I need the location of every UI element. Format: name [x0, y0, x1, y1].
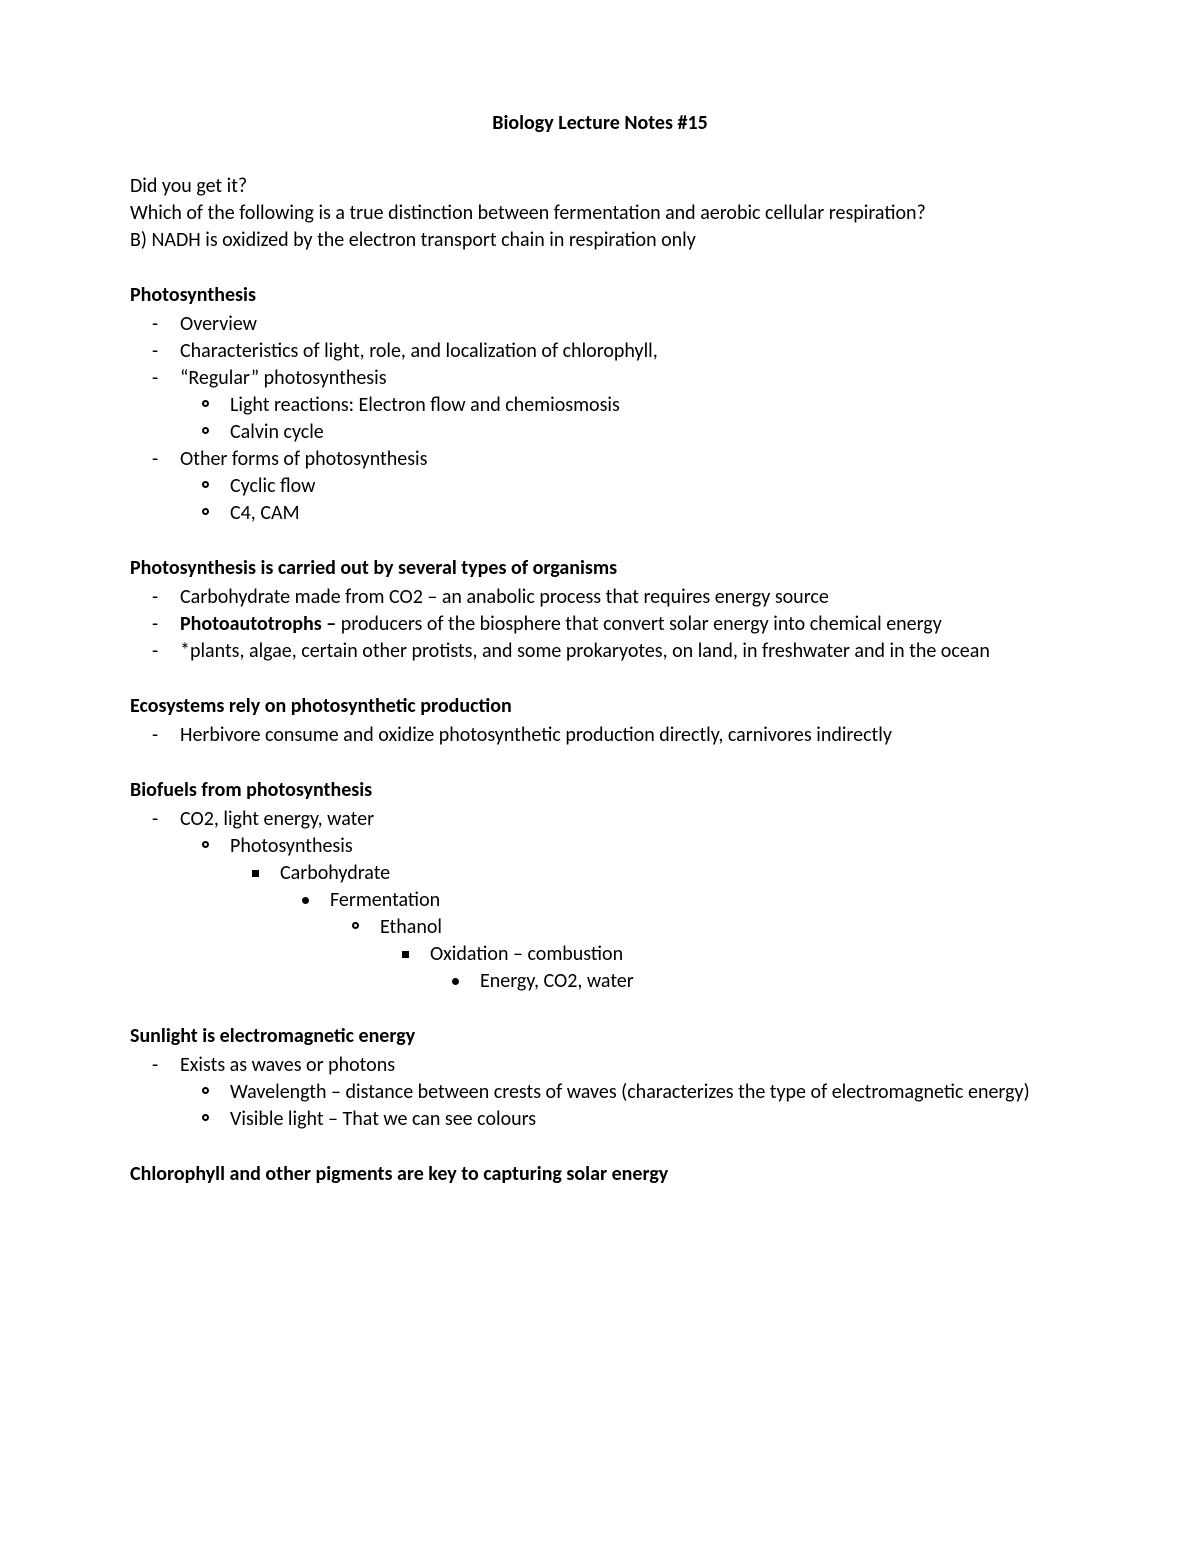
- sublist: Light reactions: Electron flow and chemi…: [180, 392, 1070, 446]
- heading-chlorophyll: Chlorophyll and other pigments are key t…: [130, 1161, 1070, 1188]
- list-sunlight: Exists as waves or photons Wavelength – …: [130, 1052, 1070, 1133]
- list-item-text: Ethanol: [380, 915, 442, 939]
- section-sunlight: Sunlight is electromagnetic energy Exist…: [130, 1023, 1070, 1133]
- list-item-text: CO2, light energy, water: [180, 807, 374, 831]
- list-item: CO2, light energy, water Photosynthesis …: [130, 806, 1070, 995]
- list-photosynthesis: Overview Characteristics of light, role,…: [130, 311, 1070, 527]
- list-item: Ethanol Oxidation – combustion Energy, C…: [330, 914, 1070, 995]
- intro-line-1: Did you get it?: [130, 173, 1070, 200]
- list-item: Overview: [130, 311, 1070, 338]
- list-item: Carbohydrate Fermentation Ethanol: [230, 860, 1070, 995]
- intro-line-2: Which of the following is a true distinc…: [130, 200, 1070, 227]
- list-item-text: Exists as waves or photons: [180, 1053, 395, 1077]
- list-item: Oxidation – combustion Energy, CO2, wate…: [380, 941, 1070, 995]
- section-ecosystems: Ecosystems rely on photosynthetic produc…: [130, 693, 1070, 749]
- sublist: Ethanol Oxidation – combustion Energy, C…: [330, 914, 1070, 995]
- list-item: Light reactions: Electron flow and chemi…: [180, 392, 1070, 419]
- list-item: Photosynthesis Carbohydrate Fermentation: [180, 833, 1070, 995]
- list-item: Calvin cycle: [180, 419, 1070, 446]
- list-item: Other forms of photosynthesis Cyclic flo…: [130, 446, 1070, 527]
- heading-ecosystems: Ecosystems rely on photosynthetic produc…: [130, 693, 1070, 720]
- list-item: Energy, CO2, water: [430, 968, 1070, 995]
- list-item: Visible light – That we can see colours: [180, 1106, 1070, 1133]
- document-page: Biology Lecture Notes #15 Did you get it…: [0, 0, 1200, 1553]
- intro-paragraph: Did you get it? Which of the following i…: [130, 173, 1070, 254]
- list-item-text: Fermentation: [330, 888, 440, 912]
- list-item: *plants, algae, certain other protists, …: [130, 638, 1070, 665]
- section-photosynthesis: Photosynthesis Overview Characteristics …: [130, 282, 1070, 527]
- list-item-text: producers of the biosphere that convert …: [341, 612, 942, 636]
- list-item-text: Other forms of photosynthesis: [180, 447, 427, 471]
- sublist: Fermentation Ethanol Oxidation – combust…: [280, 887, 1070, 995]
- list-item: “Regular” photosynthesis Light reactions…: [130, 365, 1070, 446]
- sublist: Cyclic flow C4, CAM: [180, 473, 1070, 527]
- heading-organisms: Photosynthesis is carried out by several…: [130, 555, 1070, 582]
- heading-sunlight: Sunlight is electromagnetic energy: [130, 1023, 1070, 1050]
- list-item: Carbohydrate made from CO2 – an anabolic…: [130, 584, 1070, 611]
- sublist: Oxidation – combustion Energy, CO2, wate…: [380, 941, 1070, 995]
- list-item-text: Photosynthesis: [230, 834, 353, 858]
- list-item: Herbivore consume and oxidize photosynth…: [130, 722, 1070, 749]
- intro-line-3: B) NADH is oxidized by the electron tran…: [130, 227, 1070, 254]
- sublist: Photosynthesis Carbohydrate Fermentation: [180, 833, 1070, 995]
- list-item: Wavelength – distance between crests of …: [180, 1079, 1070, 1106]
- list-item: Fermentation Ethanol Oxidation – combust…: [280, 887, 1070, 995]
- list-item-text: “Regular” photosynthesis: [180, 366, 387, 390]
- list-item: Exists as waves or photons Wavelength – …: [130, 1052, 1070, 1133]
- list-organisms: Carbohydrate made from CO2 – an anabolic…: [130, 584, 1070, 665]
- heading-biofuels: Biofuels from photosynthesis: [130, 777, 1070, 804]
- list-ecosystems: Herbivore consume and oxidize photosynth…: [130, 722, 1070, 749]
- section-chlorophyll: Chlorophyll and other pigments are key t…: [130, 1161, 1070, 1188]
- heading-photosynthesis: Photosynthesis: [130, 282, 1070, 309]
- list-item-text: Carbohydrate: [280, 861, 390, 885]
- page-title: Biology Lecture Notes #15: [130, 110, 1070, 137]
- list-biofuels: CO2, light energy, water Photosynthesis …: [130, 806, 1070, 995]
- section-biofuels: Biofuels from photosynthesis CO2, light …: [130, 777, 1070, 995]
- list-item: Cyclic flow: [180, 473, 1070, 500]
- list-item: C4, CAM: [180, 500, 1070, 527]
- list-item: Characteristics of light, role, and loca…: [130, 338, 1070, 365]
- section-organisms: Photosynthesis is carried out by several…: [130, 555, 1070, 665]
- sublist: Energy, CO2, water: [430, 968, 1070, 995]
- bold-term: Photoautotrophs –: [180, 612, 341, 636]
- list-item: Photoautotrophs – producers of the biosp…: [130, 611, 1070, 638]
- sublist: Wavelength – distance between crests of …: [180, 1079, 1070, 1133]
- sublist: Carbohydrate Fermentation Ethanol: [230, 860, 1070, 995]
- list-item-text: Oxidation – combustion: [430, 942, 623, 966]
